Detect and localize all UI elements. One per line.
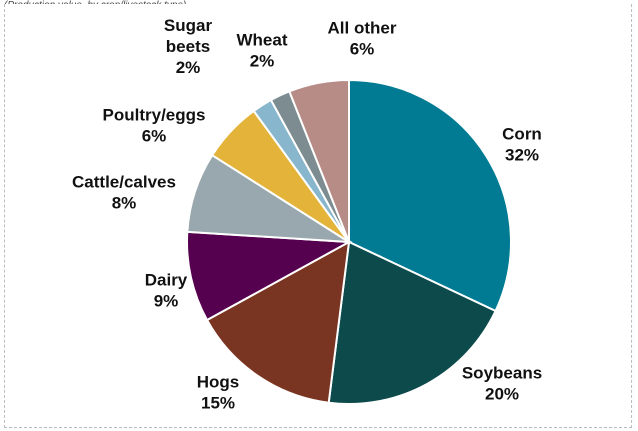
slice-all-other xyxy=(288,78,350,243)
slice-label-wheat: Wheat 2% xyxy=(237,31,288,71)
slice-hogs xyxy=(205,240,351,404)
slice-label-sugar-beets: Sugar beets 2% xyxy=(164,16,213,77)
slice-soybeans xyxy=(327,240,497,405)
slice-dairy xyxy=(186,230,353,322)
slice-label-poultry-eggs: Poultry/eggs 6% xyxy=(103,106,206,146)
slice-label-hogs: Hogs 15% xyxy=(197,373,240,413)
slice-corn xyxy=(348,78,512,313)
slice-label-cattle-calves: Cattle/calves 8% xyxy=(72,173,176,213)
slice-label-soybeans: Soybeans 20% xyxy=(462,364,542,404)
slice-label-corn: Corn 32% xyxy=(502,125,542,165)
slice-label-dairy: Dairy 9% xyxy=(145,271,188,311)
slice-label-all-other: All other 6% xyxy=(328,19,397,59)
